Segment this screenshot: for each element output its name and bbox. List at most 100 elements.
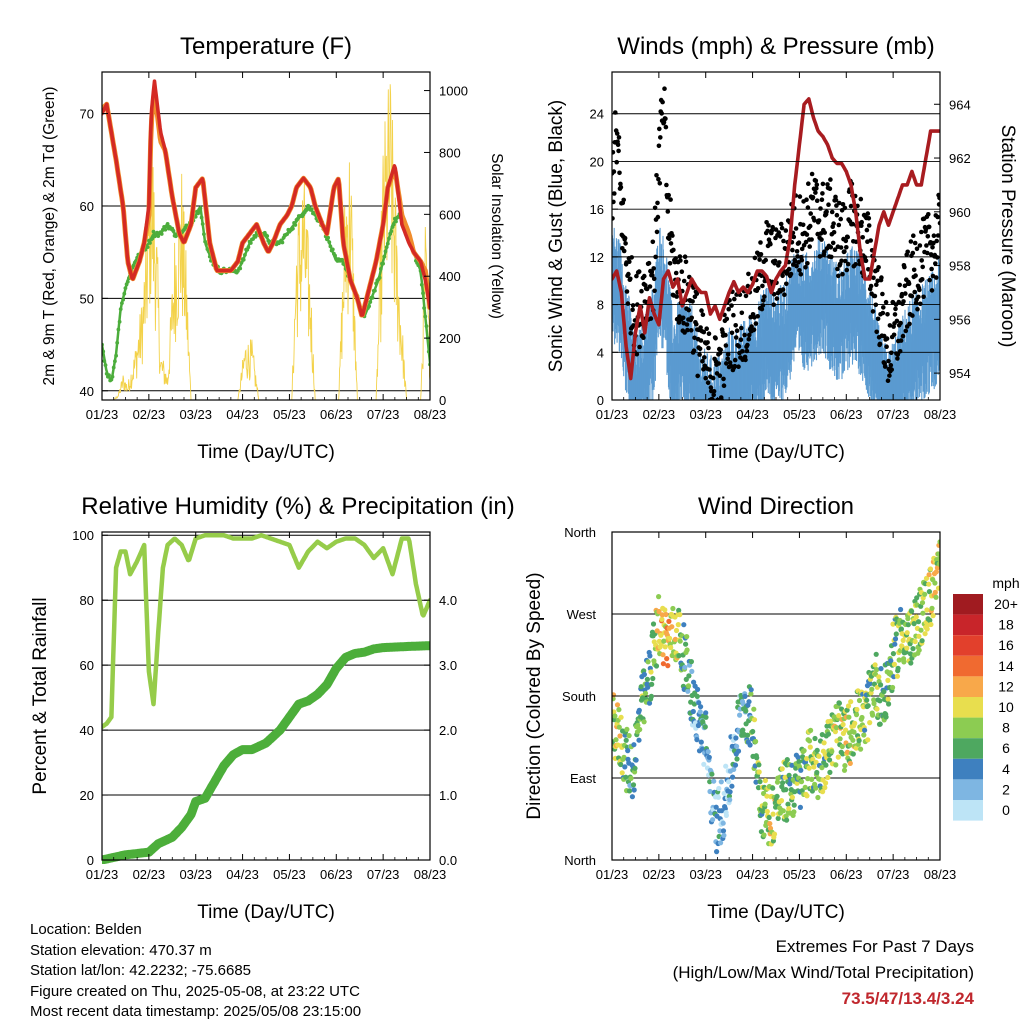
gust-point bbox=[779, 225, 785, 231]
direction-point bbox=[723, 812, 730, 819]
gust-point bbox=[888, 363, 894, 368]
legend-swatch bbox=[953, 758, 983, 780]
gust-point bbox=[755, 286, 761, 291]
direction-point bbox=[646, 700, 653, 706]
direction-point bbox=[720, 820, 726, 826]
direction-point bbox=[775, 815, 781, 822]
direction-point bbox=[658, 632, 664, 638]
y-right-tick-label: 1000 bbox=[439, 84, 468, 99]
gust-point bbox=[879, 275, 884, 280]
gust-point bbox=[671, 247, 676, 253]
gust-point bbox=[935, 214, 940, 220]
gust-point bbox=[713, 336, 718, 341]
gust-point bbox=[749, 324, 754, 329]
gust-point bbox=[759, 273, 764, 279]
direction-point bbox=[753, 779, 759, 785]
direction-point bbox=[637, 726, 643, 733]
legend-swatch bbox=[953, 738, 983, 759]
direction-point bbox=[853, 712, 860, 718]
gust-point bbox=[711, 389, 717, 394]
direction-point bbox=[916, 647, 922, 653]
gust-point bbox=[808, 211, 813, 216]
gust-point bbox=[700, 312, 706, 318]
direction-point bbox=[919, 600, 926, 606]
gust-point bbox=[745, 342, 750, 348]
direction-series bbox=[612, 531, 940, 861]
direction-point bbox=[748, 691, 754, 697]
x-tick-label: 08/23 bbox=[924, 867, 957, 882]
gust-point bbox=[739, 310, 745, 316]
direction-point bbox=[926, 581, 932, 587]
gust-point bbox=[726, 306, 731, 312]
direction-point bbox=[753, 738, 759, 745]
direction-point bbox=[714, 849, 720, 855]
gust-point bbox=[781, 238, 786, 244]
direction-point bbox=[675, 622, 681, 628]
gust-point bbox=[860, 235, 865, 240]
gust-point bbox=[729, 303, 734, 308]
direction-point bbox=[890, 684, 896, 691]
direction-point bbox=[672, 636, 679, 643]
y-tick-label: 60 bbox=[80, 199, 94, 214]
location-text: Location: Belden bbox=[30, 921, 142, 938]
direction-point bbox=[757, 779, 763, 785]
latlon-text: Station lat/lon: 42.2232; -75.6685 bbox=[30, 962, 252, 979]
direction-point bbox=[686, 673, 692, 679]
gust-point bbox=[766, 223, 771, 228]
direction-point bbox=[847, 742, 853, 748]
gust-point bbox=[903, 291, 908, 296]
gust-point bbox=[822, 230, 827, 235]
direction-point bbox=[908, 660, 914, 666]
direction-point bbox=[827, 757, 833, 763]
gust-point bbox=[723, 343, 729, 348]
gust-point bbox=[803, 265, 808, 270]
gust-point bbox=[783, 228, 789, 233]
direction-point bbox=[809, 776, 815, 783]
direction-point bbox=[801, 748, 807, 754]
gust-point bbox=[701, 367, 706, 372]
gust-point bbox=[874, 329, 879, 335]
gust-point bbox=[918, 301, 923, 307]
direction-point bbox=[876, 674, 882, 680]
legend-label: 6 bbox=[1002, 740, 1010, 756]
gust-point bbox=[877, 341, 883, 347]
gust-point bbox=[616, 135, 622, 140]
direction-point bbox=[621, 754, 627, 761]
gust-point bbox=[666, 236, 672, 242]
gust-point bbox=[697, 352, 702, 357]
gust-point bbox=[648, 316, 654, 321]
gust-point bbox=[773, 227, 779, 232]
y-tick-label: 80 bbox=[80, 593, 94, 608]
direction-point bbox=[865, 703, 871, 709]
gust-point bbox=[795, 254, 800, 259]
gust-point bbox=[655, 200, 660, 206]
x-axis-label: Time (Day/UTC) bbox=[197, 442, 335, 463]
gust-point bbox=[746, 271, 751, 277]
y-tick-label: 0 bbox=[597, 393, 604, 408]
x-tick-label: 06/23 bbox=[320, 407, 353, 422]
direction-point bbox=[850, 737, 856, 743]
gust-point bbox=[746, 336, 752, 342]
gust-point bbox=[704, 326, 709, 332]
direction-point bbox=[721, 790, 727, 797]
y-tick-label: West bbox=[567, 607, 597, 622]
direction-point bbox=[901, 659, 907, 665]
gust-point bbox=[612, 199, 616, 205]
gust-point bbox=[818, 206, 823, 211]
direction-point bbox=[718, 840, 724, 846]
gust-point bbox=[898, 338, 904, 343]
gust-point bbox=[666, 192, 671, 198]
gust-point bbox=[662, 86, 667, 91]
gust-point bbox=[752, 255, 758, 261]
x-tick-label: 05/23 bbox=[273, 867, 306, 882]
direction-point bbox=[822, 785, 828, 791]
x-tick-label: 02/23 bbox=[643, 867, 676, 882]
legend-swatch bbox=[953, 779, 983, 800]
direction-point bbox=[762, 801, 768, 807]
gust-point bbox=[667, 261, 673, 266]
direction-point bbox=[786, 806, 792, 812]
direction-point bbox=[814, 747, 820, 754]
gust-point bbox=[657, 126, 662, 132]
gust-point bbox=[765, 228, 770, 234]
direction-point bbox=[707, 788, 713, 795]
